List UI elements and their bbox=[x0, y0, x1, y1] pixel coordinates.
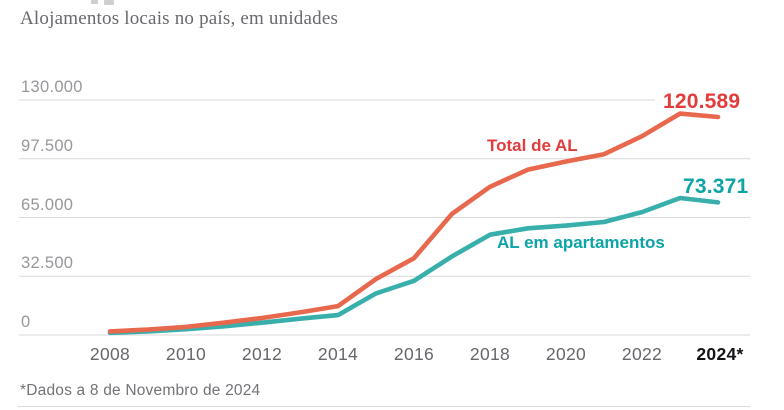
x-tick-label: 2012 bbox=[241, 344, 283, 364]
clipped-title-fragment bbox=[104, 0, 114, 5]
end-value-label-total: 120.589 bbox=[663, 90, 741, 113]
x-tick-label: 2022 bbox=[621, 344, 663, 364]
series-line-apartments bbox=[107, 195, 721, 336]
end-value-label-apartments: 73.371 bbox=[683, 175, 749, 198]
footer-divider bbox=[18, 406, 750, 407]
chart-subtitle: Alojamentos locais no país, em unidades bbox=[20, 8, 339, 29]
x-tick-label: 2020 bbox=[545, 344, 587, 364]
series-line-total bbox=[107, 111, 721, 334]
y-tick-label: 130.000 bbox=[21, 78, 83, 96]
x-tick-label: 2018 bbox=[469, 344, 511, 364]
x-tick-label: 2014 bbox=[317, 344, 359, 364]
y-tick-label: 65.000 bbox=[21, 195, 74, 214]
footnote: *Dados a 8 de Novembro de 2024 bbox=[20, 382, 261, 399]
series-lines bbox=[107, 111, 721, 336]
clipped-title-fragment bbox=[91, 0, 98, 4]
y-tick-label: 32.500 bbox=[21, 254, 74, 273]
series-label-total: Total de AL bbox=[487, 136, 578, 155]
x-tick-label: 2010 bbox=[165, 344, 207, 364]
y-tick-label: 0 bbox=[21, 313, 31, 331]
x-tick-label: 2008 bbox=[89, 344, 131, 364]
y-tick-label: 97.500 bbox=[21, 136, 74, 155]
series-label-apartments: AL em apartamentos bbox=[497, 233, 665, 252]
x-tick-label: 2016 bbox=[393, 344, 435, 364]
x-tick-label: 2024* bbox=[696, 344, 744, 364]
